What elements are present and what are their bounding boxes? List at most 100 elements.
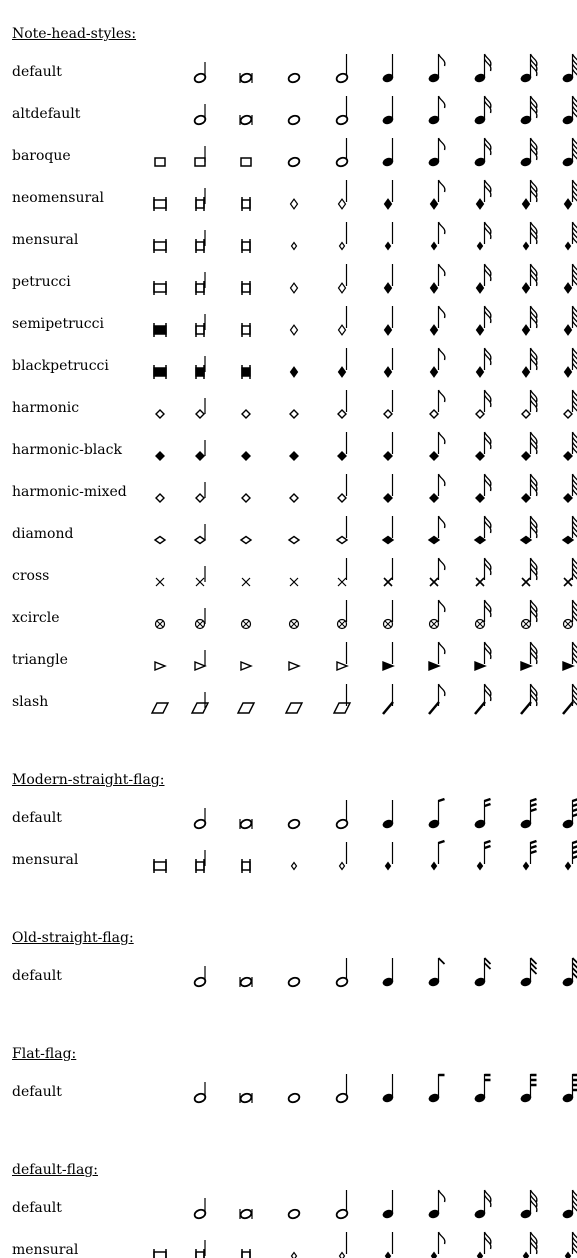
note-breve <box>241 537 251 544</box>
note-breve <box>242 197 250 211</box>
note-quarter <box>381 958 394 988</box>
note-thirty-second <box>519 54 536 84</box>
note-whole <box>291 199 298 209</box>
note-half <box>339 264 347 293</box>
note-breve <box>242 323 250 337</box>
note-thirty-second <box>521 516 537 544</box>
note-longa <box>193 1198 206 1220</box>
note-sixty-fourth <box>561 958 577 988</box>
note-whole <box>287 976 300 987</box>
note-half <box>335 1074 348 1104</box>
note-longa <box>195 650 205 670</box>
note-quarter <box>385 348 393 377</box>
note-sixteenth <box>477 180 491 209</box>
note-eighth <box>427 54 444 84</box>
note-sixty-fourth <box>564 432 577 460</box>
note-quarter <box>381 96 394 126</box>
note-maxima <box>154 323 166 337</box>
note-breve <box>242 365 250 379</box>
note-sixteenth <box>475 684 491 714</box>
note-eighth <box>427 1190 444 1220</box>
note-maxima <box>156 410 164 418</box>
note-whole <box>289 662 299 670</box>
note-thirty-second <box>524 1232 537 1258</box>
note-sixty-fourth <box>564 558 577 586</box>
note-thirty-second <box>524 222 537 250</box>
notation-glyphs <box>0 0 577 1193</box>
note-quarter <box>384 600 393 629</box>
note-whole <box>290 452 298 460</box>
note-sixteenth <box>476 432 491 460</box>
note-maxima <box>154 281 166 295</box>
note-longa <box>193 808 206 830</box>
note-whole <box>290 578 298 586</box>
note-breve <box>238 703 254 713</box>
note-quarter <box>383 642 393 670</box>
note-quarter <box>381 800 394 830</box>
note-eighth <box>430 390 445 418</box>
note-quarter <box>381 1074 394 1104</box>
note-half <box>335 800 348 830</box>
note-sixty-fourth <box>563 684 577 714</box>
note-thirty-second <box>519 958 536 988</box>
note-longa <box>196 482 205 502</box>
note-half <box>335 1190 348 1220</box>
note-half <box>337 516 347 544</box>
note-quarter <box>381 54 394 84</box>
note-half <box>340 1232 347 1258</box>
note-eighth <box>432 1232 445 1258</box>
note-half <box>338 390 347 418</box>
note-longa <box>196 356 205 379</box>
note-sixteenth <box>476 474 491 502</box>
note-longa <box>193 966 206 988</box>
note-longa <box>196 230 205 253</box>
note-quarter <box>383 684 393 714</box>
style-row-label: default <box>12 1200 62 1216</box>
note-whole <box>290 410 298 418</box>
note-half <box>339 348 347 377</box>
note-longa <box>196 272 205 295</box>
note-thirty-second <box>519 799 536 830</box>
note-thirty-second <box>519 1074 536 1104</box>
note-sixteenth <box>473 96 490 126</box>
note-half <box>339 306 347 335</box>
note-thirty-second <box>522 600 537 629</box>
note-longa <box>192 692 208 713</box>
note-whole <box>289 537 299 544</box>
note-half <box>335 138 348 168</box>
note-breve <box>242 410 250 418</box>
note-quarter <box>386 1232 393 1258</box>
note-sixty-fourth <box>561 138 577 168</box>
note-sixty-fourth <box>566 222 577 250</box>
note-quarter <box>381 138 394 168</box>
note-eighth <box>429 642 445 670</box>
note-eighth <box>430 600 445 629</box>
note-sixty-fourth <box>561 96 577 126</box>
note-thirty-second <box>523 306 537 335</box>
note-quarter <box>381 1190 394 1220</box>
note-whole <box>287 818 300 829</box>
note-whole <box>291 283 298 293</box>
note-eighth <box>427 1074 444 1104</box>
note-eighth <box>431 348 445 377</box>
note-half <box>338 432 347 460</box>
note-whole <box>292 243 297 250</box>
note-sixteenth <box>473 1074 490 1104</box>
note-sixteenth <box>473 799 490 830</box>
note-breve <box>241 158 251 166</box>
note-longa <box>195 146 205 166</box>
note-eighth <box>427 138 444 168</box>
note-whole <box>291 325 298 335</box>
note-sixty-fourth <box>561 1190 577 1220</box>
note-half <box>340 842 347 870</box>
note-eighth <box>430 474 445 502</box>
note-eighth <box>431 264 445 293</box>
note-quarter <box>384 390 393 418</box>
note-thirty-second <box>523 180 537 209</box>
note-longa <box>196 440 205 460</box>
note-eighth <box>427 958 444 988</box>
note-thirty-second <box>522 474 537 502</box>
note-thirty-second <box>523 264 537 293</box>
note-maxima <box>156 494 164 502</box>
note-thirty-second <box>524 841 537 870</box>
